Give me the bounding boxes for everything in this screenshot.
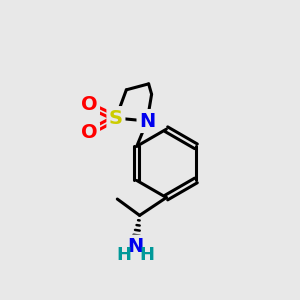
Text: N: N <box>127 237 143 256</box>
Text: O: O <box>81 123 98 142</box>
Text: O: O <box>81 95 98 114</box>
Text: H: H <box>116 246 131 264</box>
Text: S: S <box>109 109 123 128</box>
Text: N: N <box>139 112 155 130</box>
Text: H: H <box>139 246 154 264</box>
